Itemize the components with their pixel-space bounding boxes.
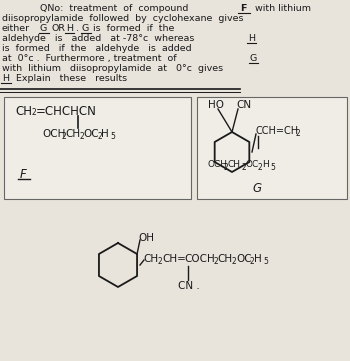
FancyBboxPatch shape [4,97,191,199]
Text: CN: CN [236,100,251,110]
Text: Explain   these   results: Explain these results [16,74,127,83]
Text: 5: 5 [263,257,268,266]
Text: 2: 2 [79,132,84,141]
Text: OR: OR [51,24,65,33]
Text: CN .: CN . [178,281,200,291]
Text: COCH: COCH [184,254,215,264]
Text: OC: OC [245,160,258,169]
Text: 2: 2 [250,257,255,266]
Text: CH: CH [143,254,158,264]
Text: diisopropylamide  followed  by  cyclohexane  gives: diisopropylamide followed by cyclohexane… [2,14,244,23]
Text: aldehyde   is   added   at -78°c  whereas: aldehyde is added at -78°c whereas [2,34,194,43]
Text: CH: CH [65,129,80,139]
Text: G: G [252,182,261,195]
Text: OH: OH [138,233,154,243]
Text: 5: 5 [110,132,115,141]
Text: H: H [262,160,269,169]
Text: HO: HO [208,100,224,110]
Text: CH: CH [15,105,32,118]
Text: 2: 2 [232,257,237,266]
Text: 2: 2 [32,108,37,117]
Text: with  lithium   diisopropylamide  at   0°c  gives: with lithium diisopropylamide at 0°c giv… [2,64,223,73]
Text: OC: OC [236,254,252,264]
Text: 2: 2 [61,132,66,141]
Text: OC: OC [83,129,99,139]
Text: OCH: OCH [208,160,228,169]
Text: F: F [240,4,246,13]
Text: H: H [101,129,109,139]
Text: =CHCHCN: =CHCHCN [36,105,97,118]
Text: G: G [250,54,257,63]
Text: G: G [82,24,89,33]
Text: 2: 2 [158,257,163,266]
Text: H: H [2,74,9,83]
Text: either: either [2,24,30,33]
Text: 5: 5 [270,163,275,172]
Text: CCH=CH: CCH=CH [255,126,298,136]
FancyBboxPatch shape [197,97,347,199]
Text: H: H [248,34,255,43]
Text: CH=: CH= [162,254,186,264]
Text: 2: 2 [213,257,218,266]
Text: 2: 2 [224,163,229,172]
Text: H: H [254,254,262,264]
Text: 2: 2 [97,132,102,141]
Text: G: G [40,24,47,33]
Text: with lithium: with lithium [255,4,311,13]
Text: QNo:  treatment  of  compound: QNo: treatment of compound [40,4,188,13]
Text: 2: 2 [241,163,246,172]
Text: .: . [76,24,79,33]
Text: 2: 2 [296,129,301,138]
Text: is  formed  if  the: is formed if the [93,24,174,33]
Text: 2: 2 [258,163,263,172]
Text: OCH: OCH [42,129,65,139]
Text: is  formed   if  the   aldehyde   is  added: is formed if the aldehyde is added [2,44,192,53]
Text: CH: CH [217,254,232,264]
Text: H: H [66,24,73,33]
Text: F: F [20,168,27,181]
Text: CH: CH [228,160,241,169]
Text: at  0°c .  Furthermore , treatment  of: at 0°c . Furthermore , treatment of [2,54,177,63]
